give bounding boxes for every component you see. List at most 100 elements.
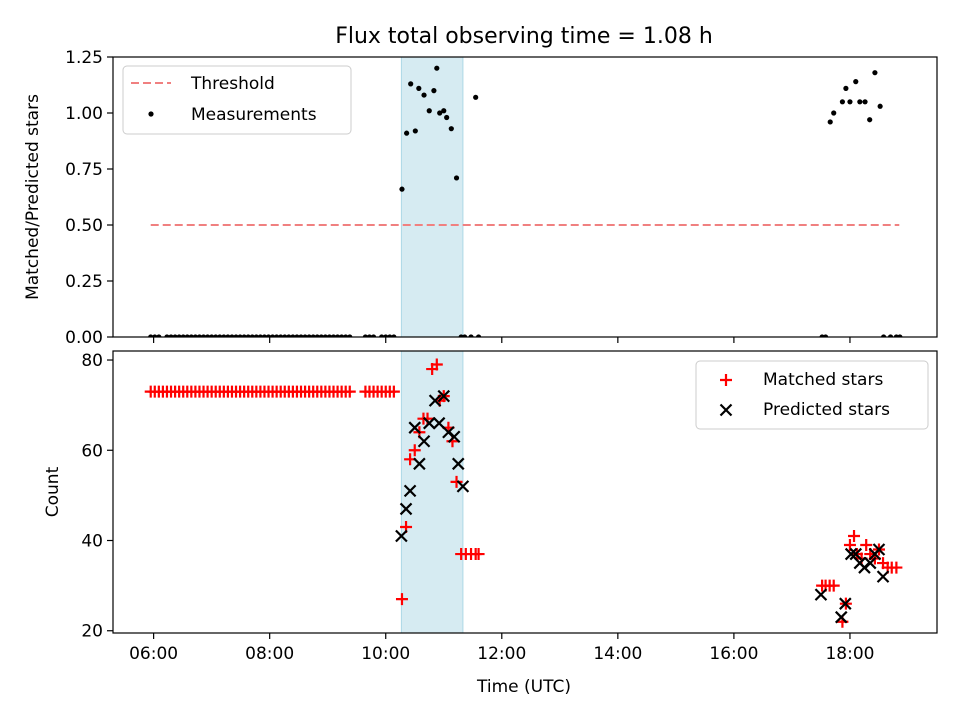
matched-star-point (395, 593, 408, 606)
measurement-point (877, 103, 883, 109)
measurement-point (431, 88, 437, 94)
legend-box (122, 65, 352, 135)
measurement-point (408, 81, 414, 87)
predicted-star-point (872, 543, 886, 556)
measurement-point (416, 85, 422, 91)
predicted-star-point (403, 484, 417, 498)
y-tick-label: 60 (81, 441, 103, 461)
measurement-point (192, 334, 198, 337)
y-tick-label: 40 (81, 532, 103, 552)
x-tick-label: 10:00 (361, 644, 410, 664)
x-tick-label: 16:00 (709, 644, 758, 664)
measurement-point (867, 117, 873, 123)
measurement-point (269, 334, 276, 337)
predicted-star-point (408, 421, 422, 434)
measurement-point (897, 334, 903, 337)
measurement-point (237, 334, 243, 337)
measurement-point (176, 334, 182, 337)
legend: Matched stars Predicted stars (695, 360, 929, 430)
measurement-point (318, 334, 324, 337)
matched-star-point (450, 475, 463, 488)
matched-star-point (387, 385, 400, 398)
measurement-point (274, 334, 280, 337)
measurement-point (217, 334, 223, 337)
y-tick-label: 20 (81, 622, 103, 642)
measurement-point (462, 334, 468, 337)
measurement-point (379, 334, 385, 337)
measurement-point (245, 334, 251, 337)
measurement-point (847, 99, 853, 105)
measurement-point (448, 126, 454, 132)
y-tick-label: 0.00 (65, 328, 103, 348)
measurement-point (330, 334, 337, 337)
matched-star-point (827, 579, 840, 592)
plot-area (144, 358, 903, 628)
measurement-point (241, 334, 247, 337)
measurement-point (383, 334, 389, 337)
top-panel: 0.00 0.25 0.50 0.75 1.00 1.25 Threshold Measure… (65, 48, 938, 348)
predicted-star-point (456, 480, 470, 493)
measurement-point (434, 65, 440, 71)
measurement-point (298, 334, 304, 337)
matched-star-point (848, 529, 861, 542)
measurement-point (278, 334, 284, 337)
measurement-point (265, 334, 272, 337)
measurement-point (282, 334, 288, 337)
measurement-point (827, 119, 833, 125)
legend-matched-swatch (720, 374, 732, 386)
measurement-point (839, 99, 846, 105)
measurement-point (156, 334, 162, 337)
measurement-point (370, 334, 377, 337)
measurement-point (152, 334, 158, 337)
plot-area (148, 65, 903, 337)
legend-threshold-label: Threshold (190, 74, 275, 94)
matched-star-point (472, 548, 485, 561)
measurement-point (294, 334, 300, 337)
measurement-point (872, 70, 878, 76)
measurement-point (831, 110, 837, 116)
measurement-point (233, 334, 239, 337)
measurement-point (843, 85, 849, 91)
measurement-point (362, 334, 369, 337)
chart-title: Flux total observing time = 1.08 h (335, 24, 713, 49)
measurement-point (225, 334, 231, 337)
predicted-star-point (399, 502, 413, 516)
measurement-point (221, 334, 227, 337)
axes-frame (112, 350, 938, 634)
measurement-point (857, 99, 863, 105)
x-axis-label: Time (UTC) (476, 677, 571, 697)
measurement-point (441, 108, 447, 114)
measurement-point (302, 334, 308, 337)
measurement-point (184, 334, 190, 337)
measurement-point (468, 334, 474, 337)
matched-star-point (890, 561, 903, 574)
legend-predicted-label: Predicted stars (763, 400, 890, 420)
predicted-star-point (417, 434, 431, 448)
legend-measurements-swatch (148, 111, 154, 117)
measurement-point (326, 334, 333, 337)
predicted-star-point (839, 597, 852, 610)
measurement-point (314, 334, 320, 337)
measurement-point (475, 334, 482, 337)
measurement-point (172, 334, 178, 337)
predicted-star-point (451, 457, 465, 471)
x-tick-label: 08:00 (245, 644, 294, 664)
predicted-star-point (849, 547, 863, 561)
measurement-point (322, 334, 328, 337)
measurement-point (453, 175, 460, 181)
measurement-point (853, 79, 859, 85)
measurement-point (213, 334, 219, 337)
measurement-point (343, 334, 349, 337)
legend-matched-label: Matched stars (763, 370, 883, 390)
legend: Threshold Measurements (122, 65, 352, 135)
measurement-point (339, 334, 345, 337)
legend-predicted-swatch (719, 403, 733, 417)
observing-window-shade (400, 56, 464, 338)
predicted-star-point (814, 588, 828, 601)
predicted-star-point (395, 529, 408, 543)
measurement-point (347, 334, 353, 337)
x-tick-label: 12:00 (477, 644, 526, 664)
measurement-point (881, 334, 887, 337)
predicted-star-point (422, 416, 436, 430)
x-tick-label: 14:00 (593, 644, 642, 664)
